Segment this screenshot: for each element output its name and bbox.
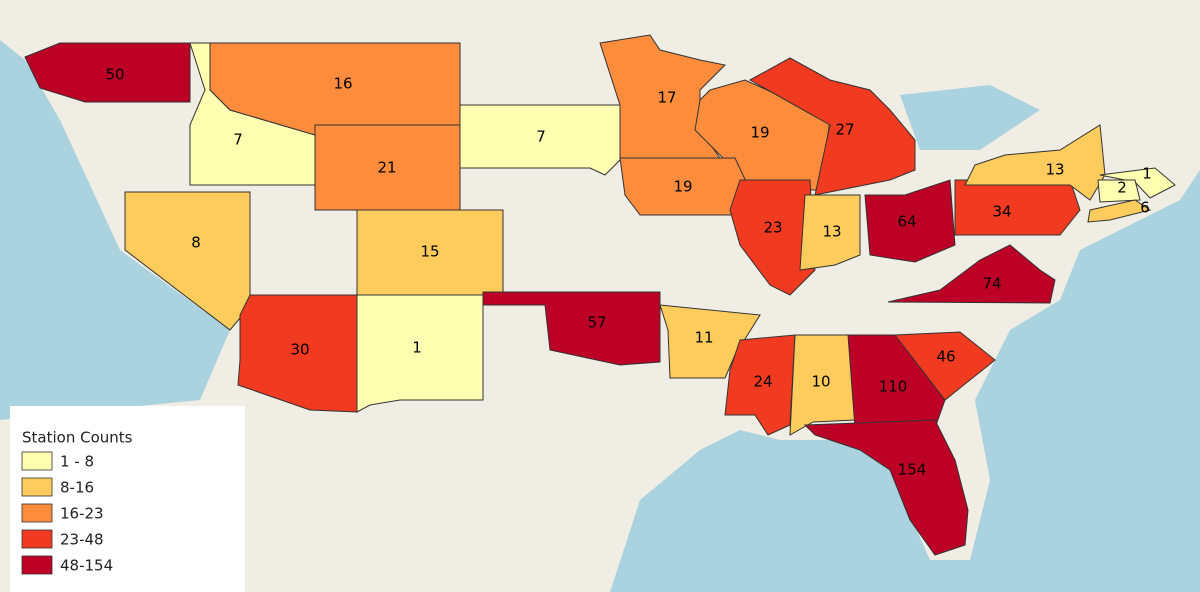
region-label: 50 <box>105 66 124 84</box>
region-label: 10 <box>811 373 830 391</box>
legend-swatch <box>21 477 53 497</box>
region <box>748 57 916 196</box>
region-label: 30 <box>290 341 309 359</box>
region-label: 13 <box>822 223 841 241</box>
region <box>659 304 761 379</box>
region <box>799 194 861 271</box>
region-label: 23 <box>763 219 782 237</box>
lake <box>900 85 1040 150</box>
legend-label: 48-154 <box>60 557 113 575</box>
region-label: 15 <box>420 243 439 261</box>
legend-swatch <box>21 529 53 549</box>
region-label: 110 <box>879 378 908 396</box>
region-label: 6 <box>1140 199 1150 217</box>
region-label: 1 <box>1142 165 1152 183</box>
legend-label: 23-48 <box>60 531 104 549</box>
region <box>864 179 956 263</box>
region-label: 74 <box>982 275 1001 293</box>
region <box>599 34 727 159</box>
legend-items: 1 - 8 8-16 16-23 23-48 48-154 <box>21 451 113 575</box>
region-label: 154 <box>898 461 927 479</box>
legend-swatch <box>21 503 53 523</box>
region-label: 16 <box>333 75 352 93</box>
legend-swatch <box>21 555 53 575</box>
legend-label: 1 - 8 <box>60 453 94 471</box>
legend-swatch <box>21 451 53 471</box>
region-label: 64 <box>897 213 916 231</box>
region-label: 46 <box>936 348 955 366</box>
region-label: 27 <box>835 121 854 139</box>
region <box>1097 179 1141 203</box>
region <box>894 331 996 401</box>
region-label: 8 <box>191 234 201 252</box>
region-label: 1 <box>412 339 422 357</box>
region-label: 19 <box>750 124 769 142</box>
region-label: 13 <box>1045 161 1064 179</box>
region-label: 2 <box>1117 179 1127 197</box>
region-label: 7 <box>233 131 243 149</box>
region-label: 17 <box>657 89 676 107</box>
legend-label: 8-16 <box>60 479 94 497</box>
region-label: 21 <box>377 159 396 177</box>
region-label: 57 <box>587 314 606 332</box>
region <box>803 419 969 556</box>
region-label: 11 <box>694 329 713 347</box>
legend-title: Station Counts <box>22 429 133 447</box>
region <box>1087 199 1152 223</box>
region <box>887 244 1056 304</box>
region-label: 24 <box>753 373 772 391</box>
legend-label: 16-23 <box>60 505 104 523</box>
region <box>954 179 1081 236</box>
region-label: 7 <box>536 128 546 146</box>
legend: Station Counts 1 - 8 8-16 16-23 23-48 48-154 <box>10 406 245 592</box>
region-label: 19 <box>673 178 692 196</box>
region <box>847 334 946 429</box>
region <box>24 42 191 103</box>
region <box>482 291 661 366</box>
region-label: 34 <box>992 203 1011 221</box>
